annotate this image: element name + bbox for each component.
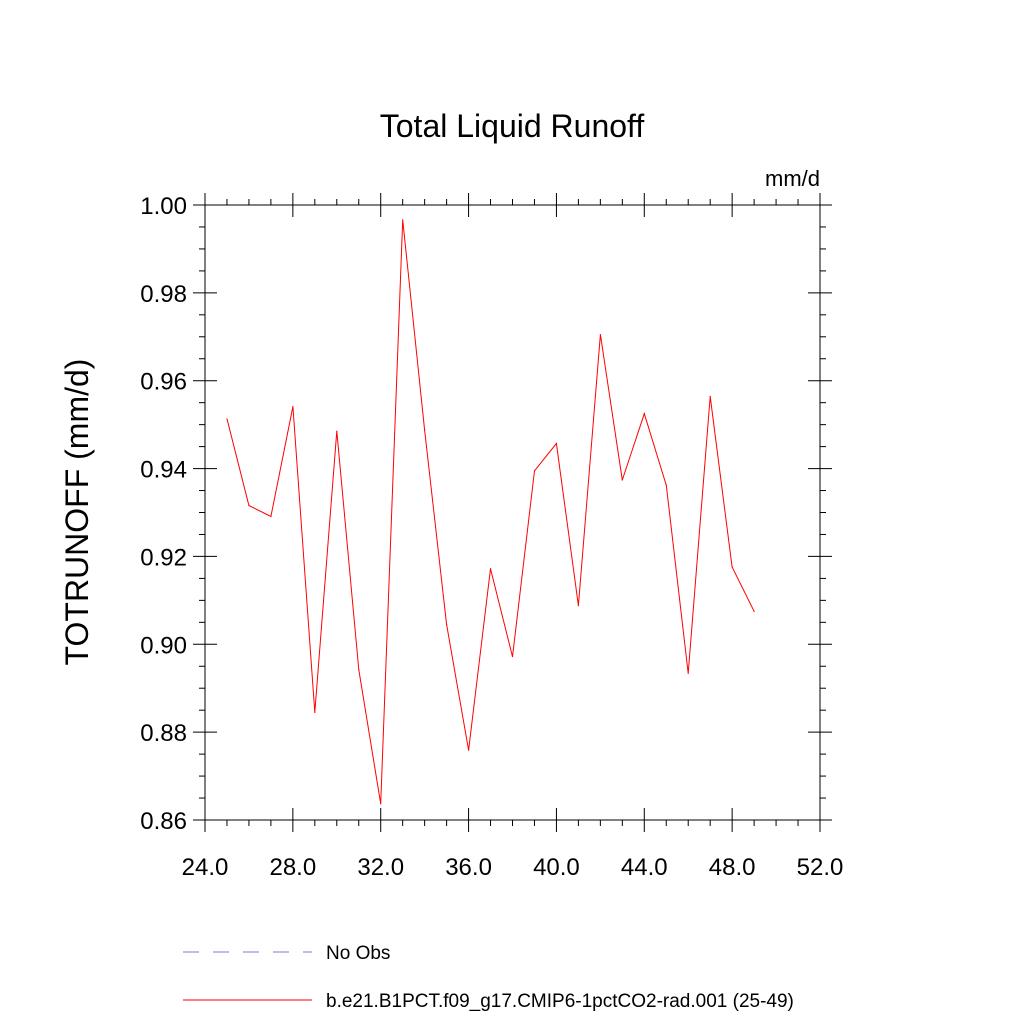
y-tick-label: 1.00 [140,193,187,220]
data-point [753,610,755,612]
x-tick-label: 28.0 [269,854,316,881]
data-point [555,442,558,445]
data-point [467,749,470,751]
data-point [402,219,404,221]
series-line [226,219,755,804]
y-axis-label: TOTRUNOFF (mm/d) [59,359,95,666]
plot-area: 24.0 28.0 32.0 36.0 40.0 44.0 48.0 52.0 0.86 0.88… [140,193,843,881]
data-point [577,605,579,607]
data-point [643,413,645,415]
y-tick-label: 0.98 [140,281,187,308]
data-point [358,669,360,671]
data-point [446,623,448,626]
x-tick-label: 24.0 [182,854,229,881]
plot-frame [204,204,821,821]
y-tick-label: 0.96 [140,369,187,396]
legend-series-label: b.e21.B1PCT.f09_g17.CMIP6-1pctCO2-rad.00… [326,991,794,1012]
data-point [336,430,338,432]
data-point [226,418,228,420]
x-tick-label: 52.0 [797,854,844,881]
data-point [709,395,711,398]
y-tick-label: 0.90 [140,632,187,659]
x-tick-label: 44.0 [621,854,668,881]
chart-title: Total Liquid Runoff [380,108,645,144]
x-tick-label: 36.0 [445,854,492,881]
x-tick-label: 32.0 [357,854,404,881]
y-tick-label: 0.86 [140,808,187,835]
y-tick-label: 0.92 [140,544,187,571]
units-label: mm/d [765,166,820,191]
data-point [248,504,250,507]
data-point [489,568,492,570]
data-point [424,429,426,431]
data-point [599,333,601,336]
legend-no-obs-label: No Obs [326,943,390,964]
data-point [314,711,316,713]
data-point [511,655,514,658]
y-tick-label: 0.88 [140,720,187,747]
data-point [380,803,382,805]
data-point [533,470,536,472]
data-point [665,484,667,486]
data-point [687,672,689,674]
data-point [621,479,623,481]
data-point [292,406,294,408]
x-tick-label: 48.0 [709,854,756,881]
legend: No Obs b.e21.B1PCT.f09_g17.CMIP6-1pctCO2-… [183,943,794,1012]
data-point [270,515,272,518]
x-tick-label: 40.0 [533,854,580,881]
y-tick-label: 0.94 [140,457,187,484]
data-point [731,566,733,568]
